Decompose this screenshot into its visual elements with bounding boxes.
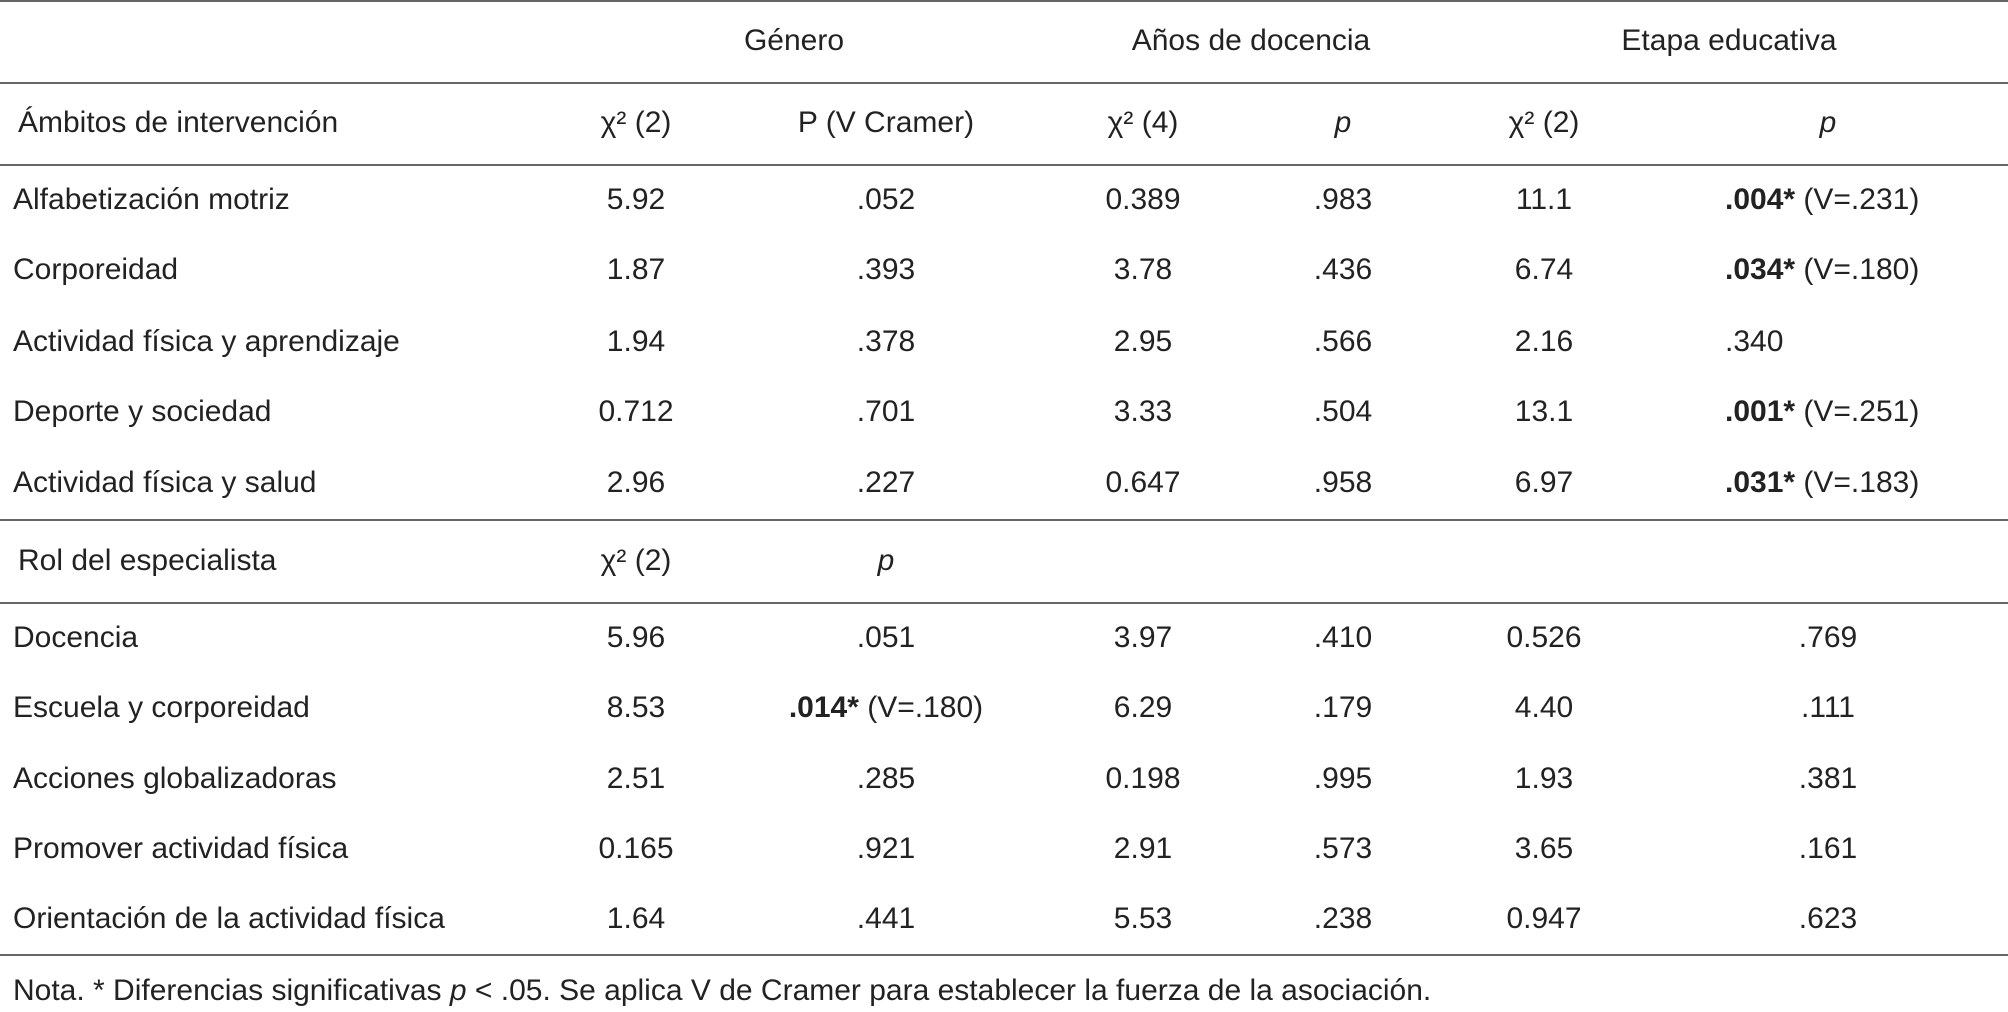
cell: .393 <box>857 253 915 286</box>
cell: 2.95 <box>1114 325 1172 358</box>
cell: 0.526 <box>1506 621 1581 654</box>
cell: 13.1 <box>1515 395 1573 428</box>
note-part: Nota. * Diferencias significativas <box>13 974 450 1007</box>
cell: .001* (V=.251) <box>1725 395 1919 428</box>
row-label: Promover actividad física <box>13 832 348 865</box>
column-header: P (V Cramer) <box>798 106 974 139</box>
cell: .034* (V=.180) <box>1725 253 1919 286</box>
cell: 11.1 <box>1516 183 1572 216</box>
cell: .238 <box>1314 902 1372 935</box>
bold-part: .001* <box>1725 395 1795 428</box>
column-header: χ² (2) <box>601 544 672 577</box>
cell: 1.87 <box>607 253 665 286</box>
text-part: (V=.251) <box>1795 395 1919 428</box>
bold-part: .014* <box>789 691 859 724</box>
cell: 2.91 <box>1114 832 1172 865</box>
row-label: Acciones globalizadoras <box>13 762 337 795</box>
bold-part: .031* <box>1725 466 1795 499</box>
row-label: Alfabetización motriz <box>13 183 290 216</box>
bold-part: .004* <box>1725 183 1795 216</box>
cell: 2.51 <box>607 762 665 795</box>
cell: 3.78 <box>1114 253 1172 286</box>
cell: 0.389 <box>1105 183 1180 216</box>
cell: .701 <box>857 395 915 428</box>
cell: 8.53 <box>607 691 665 724</box>
row-label: Escuela y corporeidad <box>13 691 310 724</box>
cell: .983 <box>1314 183 1372 216</box>
cell: 3.97 <box>1114 621 1172 654</box>
column-header: p <box>1334 106 1352 139</box>
row-label: Orientación de la actividad física <box>13 902 445 935</box>
row-label: Corporeidad <box>13 253 178 286</box>
column-header: p <box>1819 106 1837 139</box>
column-header: χ² (2) <box>1509 106 1580 139</box>
cell: .227 <box>857 466 915 499</box>
cell: .340 <box>1725 325 1783 358</box>
cell: .958 <box>1314 466 1372 499</box>
cell: 6.29 <box>1114 691 1172 724</box>
group-header: Etapa educativa <box>1621 24 1836 57</box>
cell: 0.647 <box>1105 466 1180 499</box>
cell: 0.947 <box>1506 902 1581 935</box>
cell: .504 <box>1314 395 1372 428</box>
column-header: χ² (2) <box>601 106 672 139</box>
row-label: Docencia <box>13 621 138 654</box>
text-part: (V=.180) <box>1795 253 1919 286</box>
cell: .111 <box>1801 691 1855 724</box>
column-header: χ² (4) <box>1108 106 1179 139</box>
cell: 3.33 <box>1114 395 1172 428</box>
cell: .921 <box>857 832 915 865</box>
cell: 0.165 <box>598 832 673 865</box>
group-header: Años de docencia <box>1132 24 1371 57</box>
cell: 5.96 <box>607 621 665 654</box>
group-header: Género <box>744 24 844 57</box>
cell: .995 <box>1314 762 1372 795</box>
column-header: p <box>877 544 895 577</box>
cell: 5.92 <box>607 183 665 216</box>
bold-part: .034* <box>1725 253 1795 286</box>
cell: 3.65 <box>1515 832 1573 865</box>
cell: 0.198 <box>1105 762 1180 795</box>
note-part: < .05. Se aplica V de Cramer para establ… <box>467 974 1432 1007</box>
cell: .436 <box>1314 253 1372 286</box>
cell: .052 <box>857 183 915 216</box>
note-part: p <box>449 974 467 1007</box>
cell: 6.97 <box>1515 466 1573 499</box>
row-label: Actividad física y salud <box>13 466 316 499</box>
row-label: Actividad física y aprendizaje <box>13 325 400 358</box>
footnote: Nota. * Diferencias significativas p < .… <box>13 974 1431 1007</box>
cell: .051 <box>857 621 915 654</box>
cell: 4.40 <box>1515 691 1573 724</box>
cell: 0.712 <box>598 395 673 428</box>
cell: .410 <box>1314 621 1372 654</box>
cell: .381 <box>1799 762 1857 795</box>
cell: .623 <box>1799 902 1857 935</box>
cell: .378 <box>857 325 915 358</box>
row-label: Deporte y sociedad <box>13 395 272 428</box>
cell: 5.53 <box>1114 902 1172 935</box>
cell: 1.64 <box>607 902 665 935</box>
cell: .179 <box>1314 691 1372 724</box>
cell: 1.93 <box>1515 762 1573 795</box>
cell: .566 <box>1314 325 1372 358</box>
cell: .441 <box>857 902 915 935</box>
cell: 6.74 <box>1515 253 1573 286</box>
cell: .161 <box>1799 832 1857 865</box>
text-part: (V=.183) <box>1795 466 1919 499</box>
column-header: Rol del especialista <box>18 544 277 577</box>
cell: .573 <box>1314 832 1372 865</box>
text-part: (V=.231) <box>1795 183 1919 216</box>
column-header: Ámbitos de intervención <box>18 106 338 139</box>
cell: .769 <box>1799 621 1857 654</box>
cell: .031* (V=.183) <box>1725 466 1919 499</box>
cell: 2.96 <box>607 466 665 499</box>
cell: .285 <box>857 762 915 795</box>
cell: 1.94 <box>607 325 665 358</box>
cell: 2.16 <box>1515 325 1573 358</box>
cell: .004* (V=.231) <box>1725 183 1919 216</box>
cell: .014* (V=.180) <box>789 691 983 724</box>
text-part: (V=.180) <box>859 691 983 724</box>
